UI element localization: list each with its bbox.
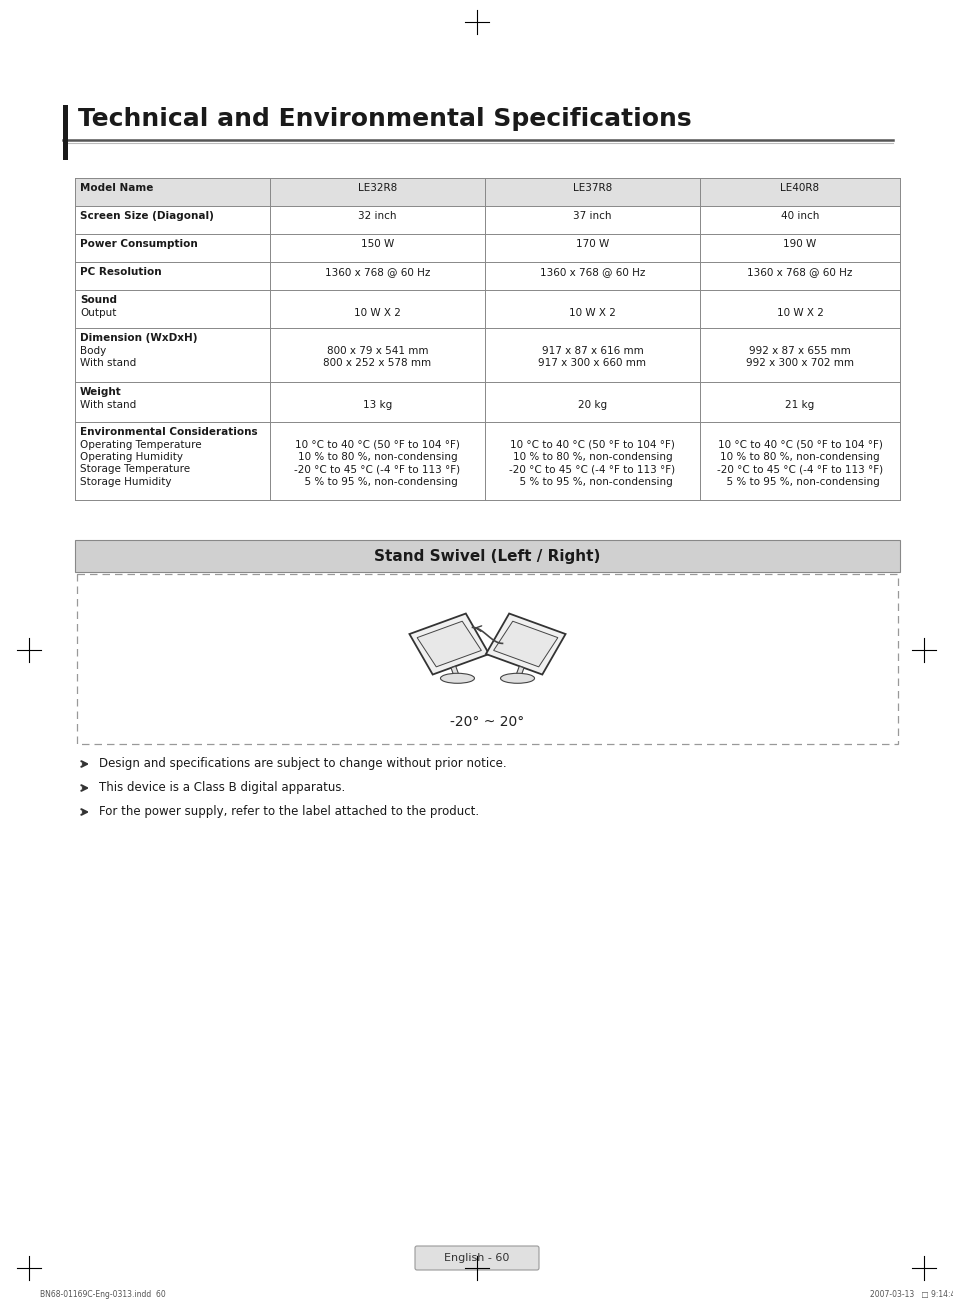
Bar (75, 262, 899, 290)
Bar (63, 105, 68, 160)
Text: 5 % to 95 %, non-condensing: 5 % to 95 %, non-condensing (720, 477, 879, 487)
Text: 32 inch: 32 inch (358, 211, 396, 221)
Text: 800 x 79 x 541 mm: 800 x 79 x 541 mm (327, 346, 428, 355)
Text: Sound: Sound (80, 295, 117, 304)
Text: 5 % to 95 %, non-condensing: 5 % to 95 %, non-condensing (297, 477, 456, 487)
Polygon shape (416, 621, 481, 667)
Text: Environmental Considerations: Environmental Considerations (80, 427, 257, 437)
Polygon shape (515, 666, 523, 679)
Text: Body: Body (80, 346, 106, 355)
Text: 20 kg: 20 kg (578, 399, 606, 410)
Polygon shape (493, 621, 558, 667)
Text: Power Consumption: Power Consumption (80, 239, 197, 248)
Bar (75, 422, 899, 500)
Text: Operating Humidity: Operating Humidity (80, 451, 183, 462)
Text: Weight: Weight (80, 386, 122, 397)
Bar (75, 382, 899, 422)
Polygon shape (409, 614, 489, 674)
Text: With stand: With stand (80, 358, 136, 368)
Bar (75, 234, 899, 262)
Text: Stand Swivel (Left / Right): Stand Swivel (Left / Right) (374, 549, 600, 563)
Text: 917 x 300 x 660 mm: 917 x 300 x 660 mm (537, 358, 646, 368)
Text: With stand: With stand (80, 399, 136, 410)
Text: This device is a Class B digital apparatus.: This device is a Class B digital apparat… (99, 782, 345, 795)
Text: 10 % to 80 %, non-condensing: 10 % to 80 %, non-condensing (297, 451, 456, 462)
Text: 800 x 252 x 578 mm: 800 x 252 x 578 mm (323, 358, 431, 368)
Text: 150 W: 150 W (360, 239, 394, 248)
Text: Output: Output (80, 307, 116, 317)
Text: Model Name: Model Name (80, 183, 153, 193)
Text: Screen Size (Diagonal): Screen Size (Diagonal) (80, 211, 213, 221)
Text: 1360 x 768 @ 60 Hz: 1360 x 768 @ 60 Hz (746, 267, 852, 277)
Text: 917 x 87 x 616 mm: 917 x 87 x 616 mm (541, 346, 642, 355)
Text: Storage Humidity: Storage Humidity (80, 477, 172, 487)
Text: LE40R8: LE40R8 (780, 183, 819, 193)
Text: Operating Temperature: Operating Temperature (80, 440, 201, 450)
Text: 992 x 300 x 702 mm: 992 x 300 x 702 mm (745, 358, 853, 368)
Text: 190 W: 190 W (782, 239, 816, 248)
Polygon shape (451, 666, 459, 679)
Text: 10 % to 80 %, non-condensing: 10 % to 80 %, non-condensing (512, 451, 672, 462)
Text: 10 W X 2: 10 W X 2 (569, 307, 616, 317)
Text: 10 °C to 40 °C (50 °F to 104 °F): 10 °C to 40 °C (50 °F to 104 °F) (510, 440, 674, 450)
FancyBboxPatch shape (415, 1246, 538, 1270)
Text: PC Resolution: PC Resolution (80, 267, 161, 277)
Text: LE32R8: LE32R8 (357, 183, 396, 193)
Text: 992 x 87 x 655 mm: 992 x 87 x 655 mm (748, 346, 850, 355)
Text: 40 inch: 40 inch (780, 211, 819, 221)
Text: 170 W: 170 W (576, 239, 608, 248)
Text: 10 W X 2: 10 W X 2 (776, 307, 822, 317)
Bar (75, 290, 899, 328)
Text: 21 kg: 21 kg (784, 399, 814, 410)
Text: Design and specifications are subject to change without prior notice.: Design and specifications are subject to… (99, 757, 506, 770)
Text: -20° ~ 20°: -20° ~ 20° (450, 716, 524, 729)
Text: -20 °C to 45 °C (-4 °F to 113 °F): -20 °C to 45 °C (-4 °F to 113 °F) (509, 464, 675, 475)
Ellipse shape (440, 674, 474, 683)
Text: 2007-03-13   □ 9:14:49: 2007-03-13 □ 9:14:49 (869, 1291, 953, 1298)
Polygon shape (485, 614, 565, 674)
Bar (77, 574, 897, 744)
Text: 1360 x 768 @ 60 Hz: 1360 x 768 @ 60 Hz (539, 267, 644, 277)
Text: Storage Temperature: Storage Temperature (80, 464, 190, 475)
Bar (75, 206, 899, 234)
Bar (75, 540, 899, 572)
Text: 37 inch: 37 inch (573, 211, 611, 221)
Text: -20 °C to 45 °C (-4 °F to 113 °F): -20 °C to 45 °C (-4 °F to 113 °F) (717, 464, 882, 475)
Text: 10 W X 2: 10 W X 2 (354, 307, 400, 317)
Text: BN68-01169C-Eng-0313.indd  60: BN68-01169C-Eng-0313.indd 60 (40, 1291, 166, 1298)
Text: 1360 x 768 @ 60 Hz: 1360 x 768 @ 60 Hz (324, 267, 430, 277)
Text: 10 °C to 40 °C (50 °F to 104 °F): 10 °C to 40 °C (50 °F to 104 °F) (294, 440, 459, 450)
Text: LE37R8: LE37R8 (572, 183, 612, 193)
Text: English - 60: English - 60 (444, 1253, 509, 1263)
Text: Dimension (WxDxH): Dimension (WxDxH) (80, 333, 197, 343)
Text: 5 % to 95 %, non-condensing: 5 % to 95 %, non-condensing (512, 477, 672, 487)
Text: 13 kg: 13 kg (362, 399, 392, 410)
Text: -20 °C to 45 °C (-4 °F to 113 °F): -20 °C to 45 °C (-4 °F to 113 °F) (294, 464, 460, 475)
Text: 10 % to 80 %, non-condensing: 10 % to 80 %, non-condensing (720, 451, 879, 462)
Ellipse shape (500, 674, 534, 683)
Bar (75, 328, 899, 382)
Bar (75, 178, 899, 206)
Text: Technical and Environmental Specifications: Technical and Environmental Specificatio… (78, 107, 691, 131)
Text: 10 °C to 40 °C (50 °F to 104 °F): 10 °C to 40 °C (50 °F to 104 °F) (717, 440, 882, 450)
Text: For the power supply, refer to the label attached to the product.: For the power supply, refer to the label… (99, 805, 478, 818)
